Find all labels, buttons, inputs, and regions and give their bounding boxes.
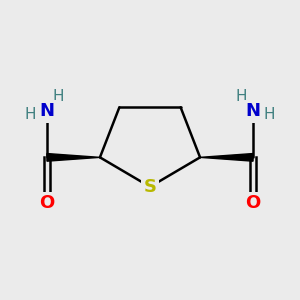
Text: S: S (143, 178, 157, 196)
Polygon shape (200, 154, 253, 161)
Text: H: H (53, 89, 64, 104)
Text: N: N (246, 102, 261, 120)
Text: H: H (236, 89, 247, 104)
Polygon shape (47, 154, 100, 161)
Text: N: N (39, 102, 54, 120)
Text: O: O (39, 194, 55, 212)
Text: O: O (245, 194, 261, 212)
Text: H: H (25, 107, 36, 122)
Text: H: H (264, 107, 275, 122)
